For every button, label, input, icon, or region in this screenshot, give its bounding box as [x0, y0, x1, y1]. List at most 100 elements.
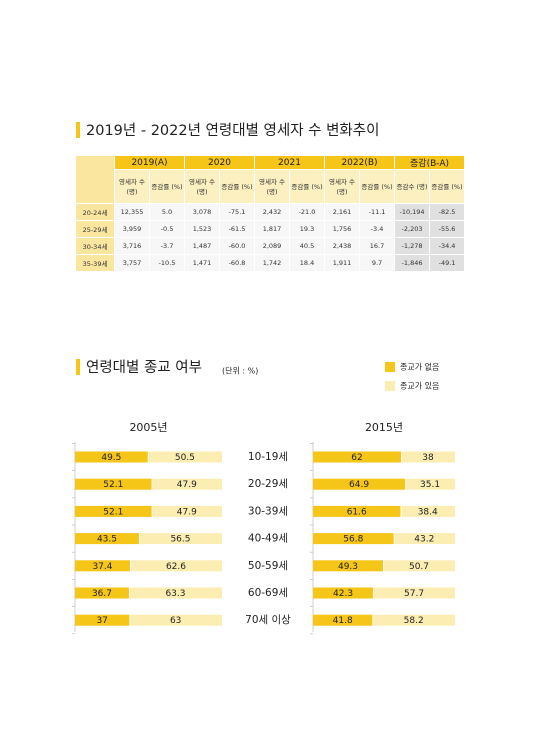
- panel-title: 2015년: [365, 421, 403, 434]
- cell: -3.7: [150, 238, 184, 254]
- bar-segment: [313, 533, 394, 545]
- category-label: 70세 이상: [245, 614, 291, 626]
- cell: 1,817: [255, 221, 289, 237]
- value-label: 56.8: [343, 535, 363, 545]
- value-label: 62.6: [166, 562, 186, 572]
- cell: -82.5: [430, 204, 465, 220]
- value-label: 52.1: [103, 480, 123, 490]
- value-label: 50.5: [175, 453, 195, 463]
- year-header: 2019(A): [115, 156, 184, 169]
- value-label: 63: [170, 616, 181, 626]
- sub-header: 영세자 수(명): [115, 170, 149, 203]
- year-header: 2020: [185, 156, 254, 169]
- row-label: 30-34세: [76, 238, 114, 254]
- cell: -60.8: [220, 255, 254, 271]
- year-header: 2022(B): [325, 156, 395, 169]
- cell: -60.0: [220, 238, 254, 254]
- value-label: 63.3: [165, 589, 185, 599]
- row-label: 20-24세: [76, 204, 114, 220]
- cell: 2,161: [325, 204, 359, 220]
- bar-segment: [75, 560, 130, 572]
- value-label: 37.4: [92, 562, 112, 572]
- sub-header: 증감률 (%): [220, 170, 254, 203]
- chart-subtitle: (단위 : %): [222, 366, 258, 376]
- category-label: 60-69세: [248, 587, 288, 599]
- value-label: 49.5: [101, 453, 121, 463]
- bar-segment: [384, 560, 455, 572]
- bar-segment: [129, 587, 222, 599]
- value-label: 50.7: [409, 562, 429, 572]
- bar-segment: [130, 560, 222, 572]
- cell: 2,089: [255, 238, 289, 254]
- bar-segment: [313, 614, 373, 626]
- row-label: 25-29세: [76, 221, 114, 237]
- bar-segment: [374, 587, 455, 599]
- cell: -10.5: [150, 255, 184, 271]
- cell: -34.4: [430, 238, 465, 254]
- cell: 3,757: [115, 255, 149, 271]
- cell: -2,203: [395, 221, 430, 237]
- sub-header: 증감수 (명): [395, 170, 430, 203]
- category-label: 10-19세: [248, 451, 288, 463]
- bar-segment: [148, 451, 222, 463]
- value-label: 52.1: [103, 507, 123, 517]
- cell: -0.5: [150, 221, 184, 237]
- value-label: 62: [351, 453, 362, 463]
- value-label: 41.8: [333, 616, 353, 626]
- bar-segment: [313, 478, 406, 490]
- cell: -10,194: [395, 204, 430, 220]
- cell: 16.7: [360, 238, 395, 254]
- value-label: 49.3: [338, 562, 358, 572]
- cell: 40.5: [290, 238, 324, 254]
- year-header: 2021: [255, 156, 324, 169]
- sub-header: 영세자 수(명): [185, 170, 219, 203]
- value-label: 36.7: [92, 589, 112, 599]
- sub-header: 증감률 (%): [290, 170, 324, 203]
- bar-segment: [75, 505, 152, 517]
- title-marker: [76, 122, 80, 138]
- value-label: 47.9: [177, 480, 197, 490]
- value-label: 43.5: [97, 535, 117, 545]
- bar-segment: [75, 451, 148, 463]
- cell: -61.5: [220, 221, 254, 237]
- cell: 19.3: [290, 221, 324, 237]
- sub-header: 증감률 (%): [430, 170, 465, 203]
- cell: 2,438: [325, 238, 359, 254]
- category-label: 40-49세: [248, 533, 288, 545]
- legend-label: 종교가 없음: [400, 363, 439, 372]
- cell: 1,487: [185, 238, 219, 254]
- row-label: 35-39세: [76, 255, 114, 271]
- cell: 3,959: [115, 221, 149, 237]
- value-label: 42.3: [333, 589, 353, 599]
- bar-segment: [406, 478, 455, 490]
- corner-cell: [76, 156, 114, 203]
- bar-segment: [75, 587, 129, 599]
- cell: -1,846: [395, 255, 430, 271]
- bar-segment: [152, 505, 222, 517]
- chart-title: 연령대별 종교 여부: [86, 359, 202, 376]
- legend-label: 종교가 있음: [400, 381, 439, 391]
- panel-title: 2005년: [129, 421, 167, 434]
- category-label: 20-29세: [248, 478, 288, 490]
- cell: 1,742: [255, 255, 289, 271]
- value-label: 64.9: [349, 480, 369, 490]
- value-label: 47.9: [177, 507, 197, 517]
- bar-segment: [313, 560, 384, 572]
- bar-segment: [75, 533, 139, 545]
- cell: -1,278: [395, 238, 430, 254]
- sub-header: 영세자 수(명): [325, 170, 359, 203]
- value-label: 38: [422, 453, 434, 463]
- cell: -21.0: [290, 204, 324, 220]
- value-label: 35.1: [420, 480, 440, 490]
- cell: 1,756: [325, 221, 359, 237]
- bar-segment: [373, 614, 455, 626]
- category-label: 50-59세: [248, 560, 288, 572]
- value-label: 43.2: [414, 535, 434, 545]
- cell: 12,355: [115, 204, 149, 220]
- cell: 1,523: [185, 221, 219, 237]
- legend-swatch: [385, 381, 395, 391]
- data-table: 2019(A) 2020 2021 2022(B) 증감(B-A) 영세자 수(명) 증감률…: [75, 155, 465, 272]
- bar-segment: [130, 614, 222, 626]
